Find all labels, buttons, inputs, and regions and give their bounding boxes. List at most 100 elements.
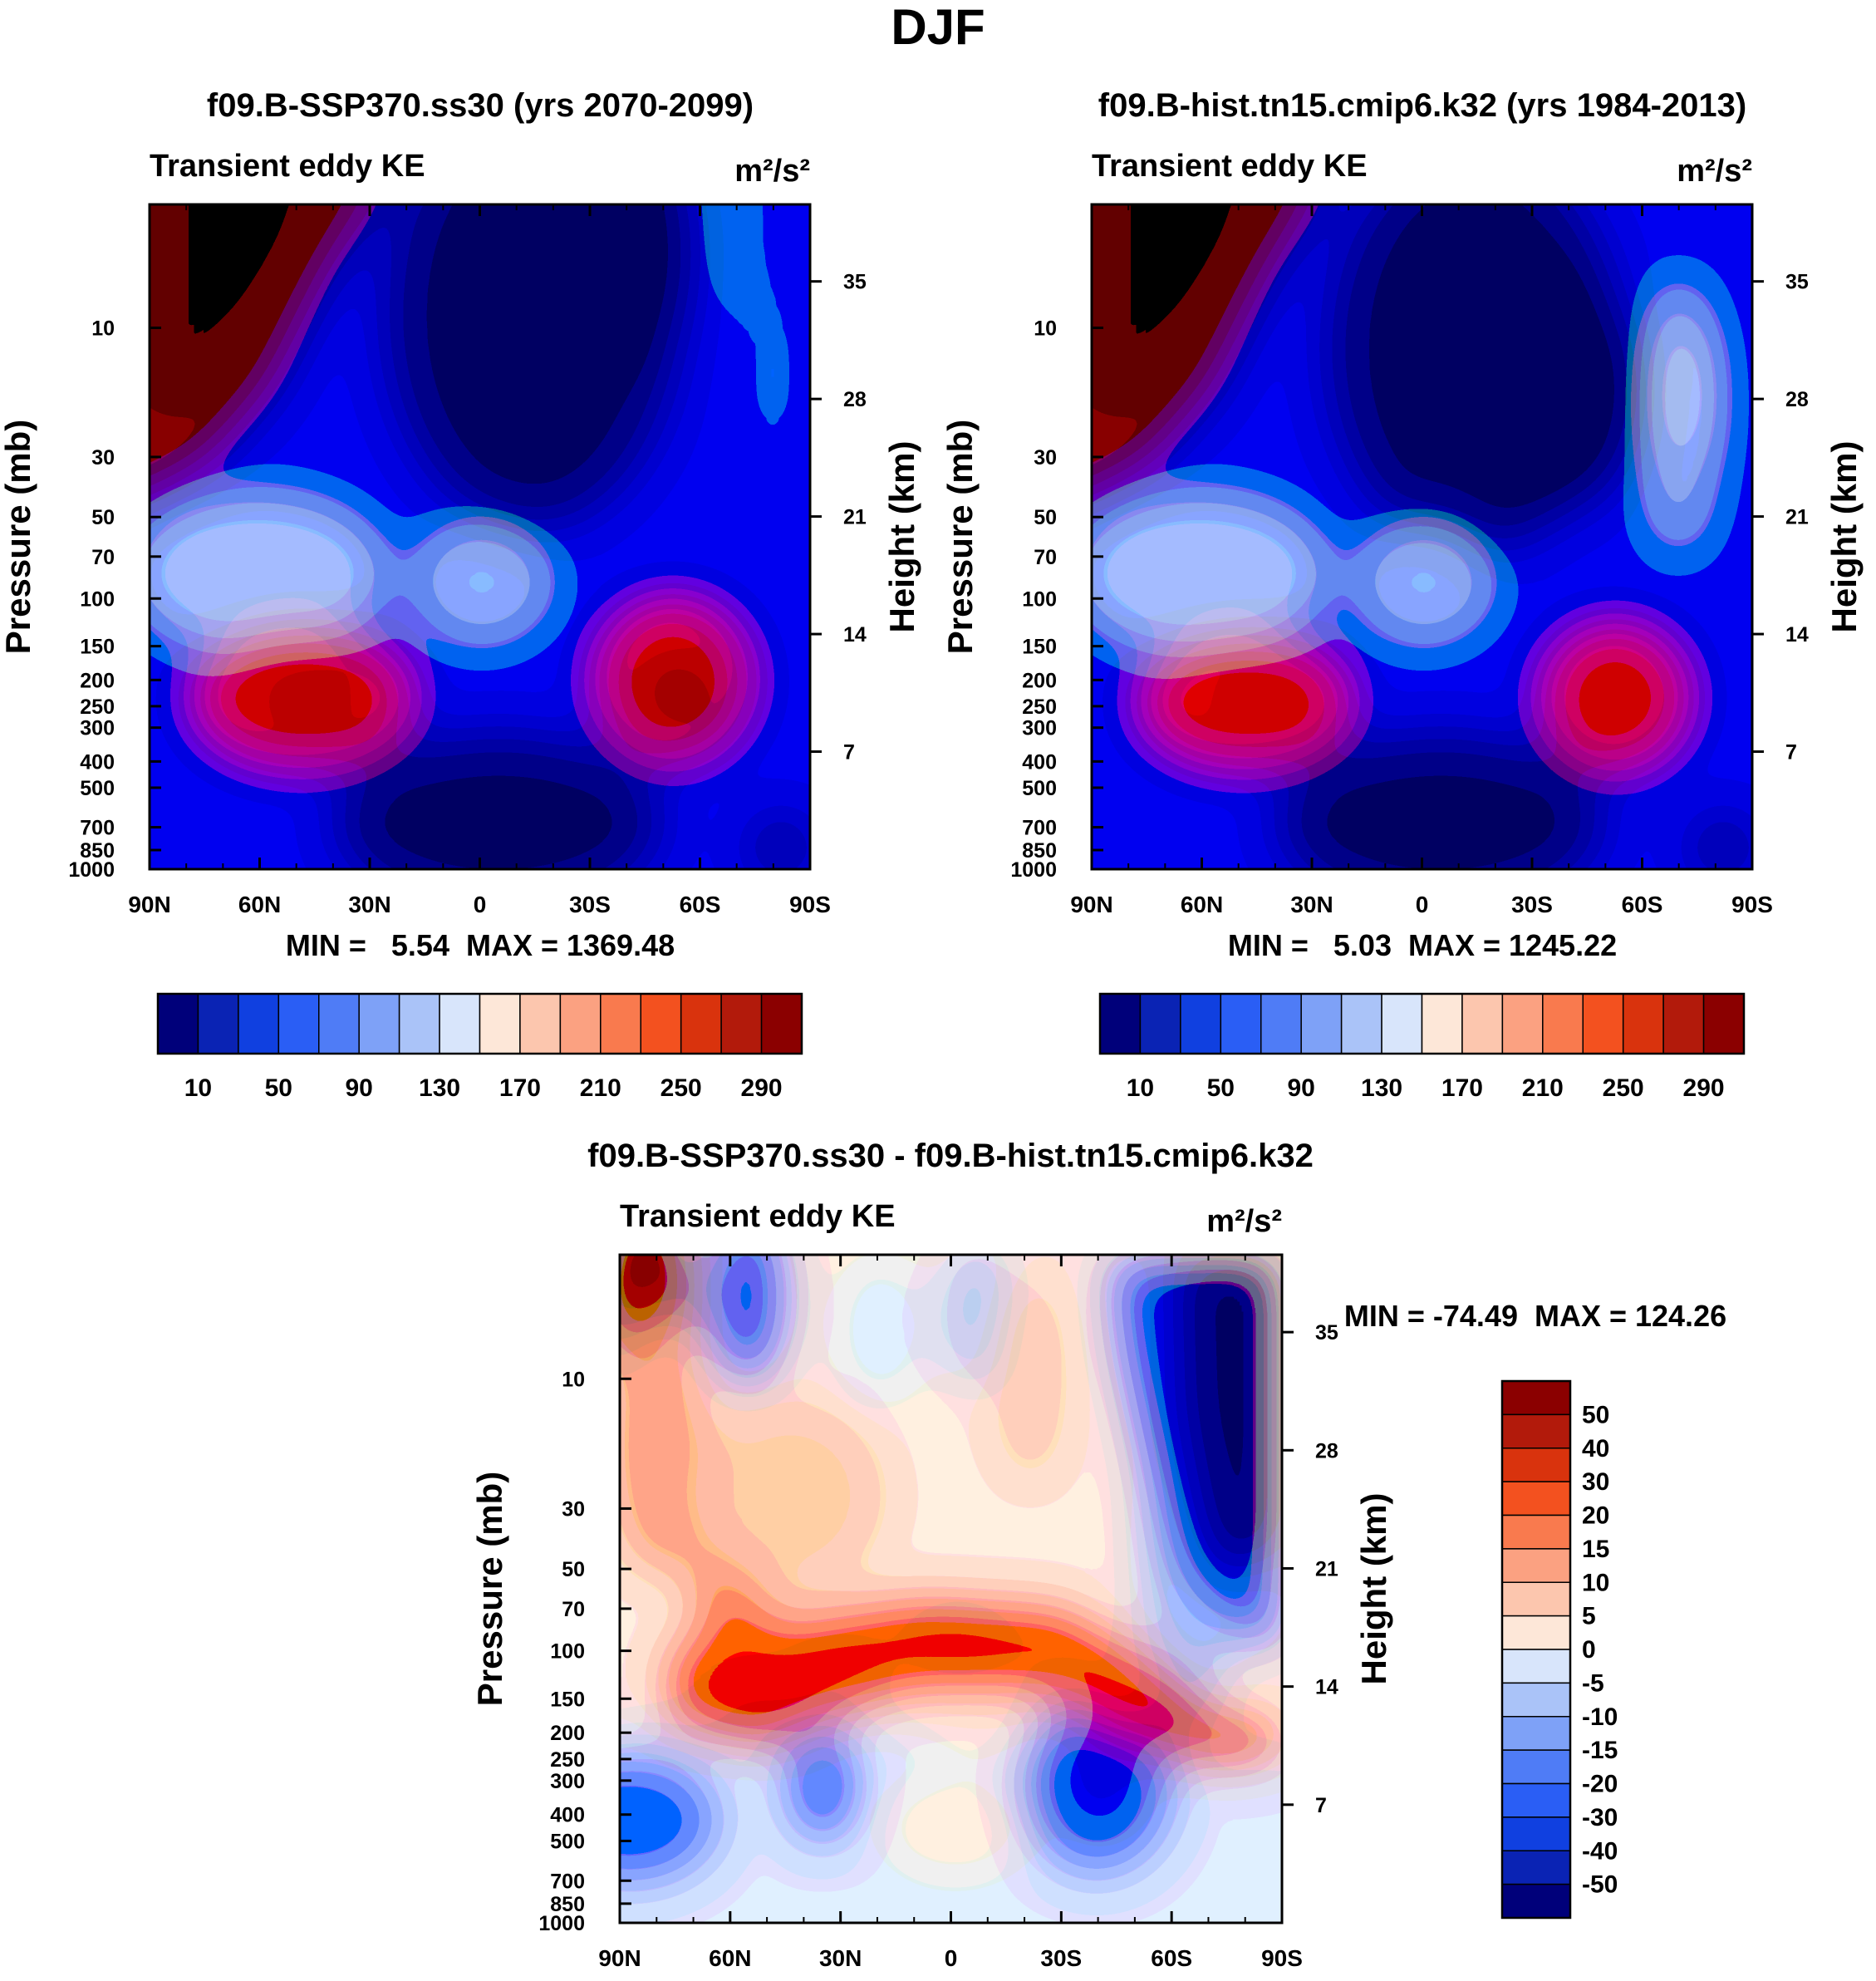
colorbar-label: 40 xyxy=(1582,1435,1609,1462)
y-tick-label: 30 xyxy=(562,1497,585,1521)
colorbar-swatch xyxy=(157,993,199,1054)
y-tick-label: 700 xyxy=(1022,817,1057,840)
colorbar-swatch xyxy=(1501,1380,1571,1416)
right-tick-label: 7 xyxy=(843,741,855,764)
panel-hist: f09.B-hist.tn15.cmip6.k32 (yrs 1984-2013… xyxy=(940,87,1864,1102)
y-tick-label: 250 xyxy=(550,1748,585,1772)
colorbar-swatch xyxy=(398,993,440,1054)
y-axis-label: Pressure (mb) xyxy=(940,420,980,654)
colorbar-label: 210 xyxy=(580,1074,621,1102)
colorbar: 10 50 90 130 170 210 250 290 xyxy=(1098,992,1746,1102)
y-tick-label: 1000 xyxy=(68,858,115,882)
right-axis-label: Height (km) xyxy=(882,441,921,633)
colorbar-swatch xyxy=(1542,993,1584,1054)
colorbar-swatch xyxy=(1501,1749,1571,1785)
panel-left-title: Transient eddy KE xyxy=(620,1199,896,1234)
y-tick-label: 850 xyxy=(550,1893,585,1916)
colorbar-swatch xyxy=(1662,993,1705,1054)
panel-ssp370: f09.B-SSP370.ss30 (yrs 2070-2099) Transi… xyxy=(0,87,921,1102)
colorbar-swatch xyxy=(1622,993,1664,1054)
contour-field xyxy=(1092,204,1752,869)
colorbar-swatch xyxy=(1501,1615,1571,1650)
x-tick-label: 0 xyxy=(474,892,487,917)
colorbar-swatch xyxy=(358,993,400,1054)
y-tick-label: 200 xyxy=(80,669,115,692)
y-tick-label: 400 xyxy=(550,1804,585,1827)
panel-title: f09.B-SSP370.ss30 (yrs 2070-2099) xyxy=(207,87,754,124)
right-axis-label: Height (km) xyxy=(1824,441,1864,633)
colorbar-swatch xyxy=(720,993,763,1054)
x-tick-label: 0 xyxy=(1416,892,1429,917)
colorbar-swatch xyxy=(1501,1816,1571,1851)
colorbar: 10 50 90 130 170 210 250 290 xyxy=(156,992,803,1102)
min-max-label: MIN = 5.54 MAX = 1369.48 xyxy=(286,928,675,962)
right-tick-label: 14 xyxy=(843,623,867,646)
colorbar-swatch xyxy=(1702,993,1745,1054)
colorbar-swatch xyxy=(238,993,280,1054)
colorbar-swatch xyxy=(559,993,602,1054)
panel-title: f09.B-SSP370.ss30 - f09.B-hist.tn15.cmip… xyxy=(587,1138,1314,1174)
y-tick-label: 50 xyxy=(91,506,115,529)
colorbar-label: 30 xyxy=(1582,1468,1609,1496)
colorbar-swatch xyxy=(1501,1883,1571,1919)
y-tick-label: 300 xyxy=(1022,717,1057,740)
y-axis-label: Pressure (mb) xyxy=(0,420,37,654)
y-axis-label: Pressure (mb) xyxy=(470,1472,509,1706)
x-tick-label: 30S xyxy=(1511,892,1553,917)
y-tick-label: 1000 xyxy=(538,1912,585,1935)
colorbar-label: -50 xyxy=(1582,1871,1618,1899)
x-tick-label: 30N xyxy=(1290,892,1333,917)
colorbar-label: 5 xyxy=(1582,1603,1596,1630)
x-tick-label: 90N xyxy=(1070,892,1112,917)
axes: 90N 60N 30N 0 30S 60S 90S103050701001502002503… xyxy=(68,204,867,917)
colorbar-swatch xyxy=(1180,993,1222,1054)
colorbar-label: 290 xyxy=(1683,1074,1725,1102)
colorbar-label: 10 xyxy=(184,1074,212,1102)
y-tick-label: 100 xyxy=(550,1640,585,1664)
right-tick-label: 21 xyxy=(1785,506,1809,529)
panel-units: m²/s² xyxy=(1677,154,1752,189)
right-tick-label: 21 xyxy=(843,506,867,529)
right-tick-label: 14 xyxy=(1315,1676,1338,1699)
y-tick-label: 400 xyxy=(1022,750,1057,774)
right-tick-label: 28 xyxy=(1785,388,1809,411)
colorbar-label: 250 xyxy=(661,1074,702,1102)
panel-difference: f09.B-SSP370.ss30 - f09.B-hist.tn15.cmip… xyxy=(470,1138,1726,1971)
colorbar-swatch xyxy=(1582,993,1624,1054)
colorbar-label: 50 xyxy=(1582,1401,1609,1428)
x-tick-label: 0 xyxy=(945,1945,958,1971)
y-tick-label: 250 xyxy=(1022,696,1057,719)
colorbar-label: -30 xyxy=(1582,1804,1618,1831)
colorbar-swatch xyxy=(1300,993,1343,1054)
right-tick-label: 7 xyxy=(1785,741,1797,764)
colorbar-swatch xyxy=(760,993,803,1054)
x-tick-label: 60S xyxy=(1622,892,1663,917)
y-tick-label: 10 xyxy=(91,317,115,341)
colorbar-label: 250 xyxy=(1603,1074,1644,1102)
colorbar-swatch xyxy=(1501,1581,1571,1617)
colorbar-label: -15 xyxy=(1582,1737,1618,1764)
right-axis-label: Height (km) xyxy=(1354,1493,1393,1685)
colorbar-swatch xyxy=(1381,993,1423,1054)
y-tick-label: 200 xyxy=(1022,669,1057,692)
colorbar-label: -20 xyxy=(1582,1771,1618,1798)
colorbar-swatch xyxy=(1501,1716,1571,1751)
colorbar-label: 50 xyxy=(265,1074,292,1102)
page-title: DJF xyxy=(891,0,985,55)
y-tick-label: 100 xyxy=(1022,587,1057,611)
x-tick-label: 90S xyxy=(1731,892,1773,917)
y-tick-label: 30 xyxy=(91,446,115,469)
colorbar-swatch xyxy=(600,993,641,1054)
x-tick-label: 90S xyxy=(789,892,831,917)
panel-title: f09.B-hist.tn15.cmip6.k32 (yrs 1984-2013… xyxy=(1098,87,1746,124)
colorbar-label: 210 xyxy=(1522,1074,1564,1102)
colorbar-swatch xyxy=(479,993,521,1054)
x-tick-label: 30S xyxy=(569,892,611,917)
colorbar-swatch xyxy=(1139,993,1181,1054)
colorbar-swatch xyxy=(1501,1448,1571,1482)
colorbar-label: 290 xyxy=(741,1074,783,1102)
colorbar-swatch xyxy=(1340,993,1382,1054)
contour-field xyxy=(620,1255,1282,1923)
y-tick-label: 50 xyxy=(1034,506,1057,529)
panel-units: m²/s² xyxy=(734,154,810,189)
